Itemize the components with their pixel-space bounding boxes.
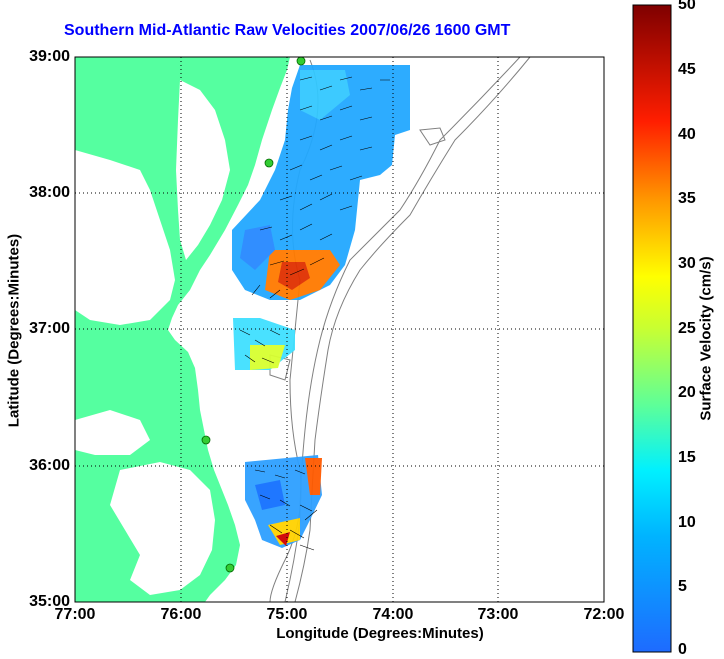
y-tick-label: 37:00	[29, 320, 70, 337]
velocity-field	[232, 65, 410, 548]
chart-title: Southern Mid-Atlantic Raw Velocities 200…	[64, 22, 511, 39]
station-marker	[201, 435, 211, 445]
y-tick-label: 36:00	[29, 457, 70, 474]
colorbar-tick: 30	[678, 255, 696, 272]
colorbar-tick: 25	[678, 320, 696, 337]
colorbar-label: Surface Velocity (cm/s)	[697, 256, 715, 421]
x-axis-label: Longitude (Degrees:Minutes)	[276, 625, 484, 642]
colorbar	[632, 4, 672, 653]
colorbar-tick: 35	[678, 190, 696, 207]
colorbar-tick: 45	[678, 61, 696, 78]
colorbar-tick: 50	[678, 0, 696, 13]
velocity-arrows	[239, 76, 390, 551]
radar-stations	[201, 56, 306, 573]
station-marker	[264, 158, 274, 168]
y-tick-label: 38:00	[29, 184, 70, 201]
x-tick-label: 75:00	[266, 606, 308, 623]
station-marker	[225, 563, 235, 573]
water-bodies	[75, 80, 230, 595]
y-tick-label: 39:00	[29, 48, 70, 65]
colorbar-tick: 5	[678, 578, 687, 595]
grid-lines	[75, 57, 604, 602]
x-tick-label: 73:00	[477, 606, 519, 623]
colorbar-tick: 10	[678, 514, 696, 531]
y-axis-label: Latitude (Degrees:Minutes)	[5, 233, 23, 428]
colorbar-tick: 40	[678, 126, 696, 143]
colorbar-tick: 0	[678, 641, 687, 658]
x-tick-label: 77:00	[54, 606, 96, 623]
station-marker	[296, 56, 306, 66]
colorbar-tick: 20	[678, 384, 696, 401]
y-tick-label: 35:00	[29, 593, 70, 610]
colorbar-tick: 15	[678, 449, 696, 466]
x-tick-label: 72:00	[583, 606, 625, 623]
x-tick-label: 76:00	[160, 606, 202, 623]
x-tick-label: 74:00	[372, 606, 414, 623]
velocity-patch-north	[232, 65, 410, 300]
